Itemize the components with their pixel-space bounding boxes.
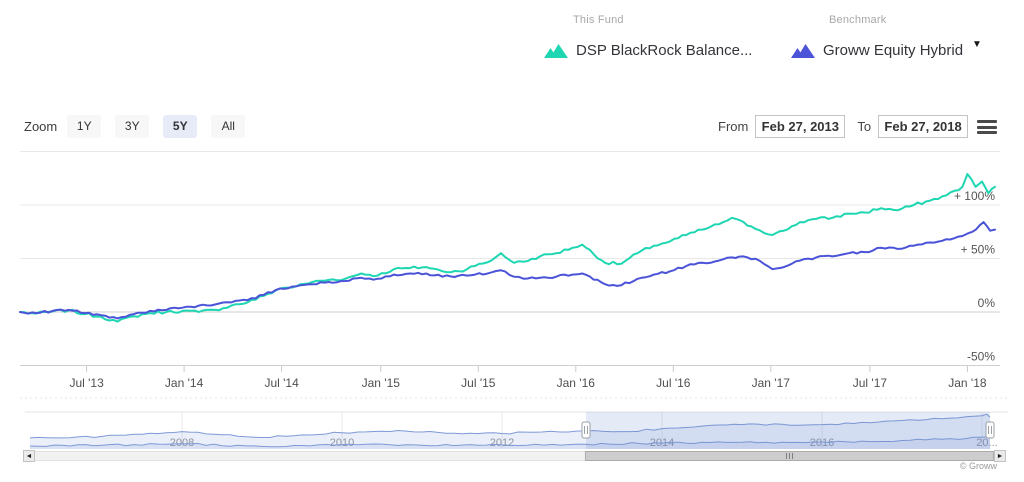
- x-axis-label: Jan '17: [752, 376, 791, 390]
- x-axis-label: Jan '14: [165, 376, 204, 390]
- benchmark-label: Benchmark: [829, 14, 887, 26]
- x-axis-label: Jan '18: [948, 376, 987, 390]
- y-axis-label: + 100%: [954, 189, 995, 203]
- scrollbar-grip-icon: [786, 453, 793, 459]
- x-axis-label: Jul '16: [656, 376, 691, 390]
- scrollbar-track[interactable]: [35, 451, 994, 461]
- from-label: From: [718, 119, 749, 134]
- scrollbar-thumb[interactable]: [585, 451, 994, 461]
- fund-series-line[interactable]: [19, 173, 996, 323]
- y-axis-label: -50%: [967, 350, 995, 364]
- zoom-button-3y[interactable]: 3Y: [115, 115, 150, 138]
- menu-icon[interactable]: [977, 120, 997, 134]
- x-axis-label: Jul '17: [853, 376, 888, 390]
- from-date-input[interactable]: [755, 115, 846, 138]
- benchmark-name: Groww Equity Hybrid: [823, 42, 964, 59]
- legend-this-fund-row: DSP BlackRock Balance...: [544, 42, 752, 59]
- mountain-icon-this-fund: [544, 44, 568, 58]
- zoom-button-all[interactable]: All: [211, 115, 246, 138]
- date-range-controls: From To: [718, 115, 980, 138]
- legend-this-fund: This Fund: [573, 14, 624, 26]
- x-axis-label: Jul '13: [69, 376, 104, 390]
- zoom-button-1y[interactable]: 1Y: [67, 115, 102, 138]
- this-fund-name: DSP BlackRock Balance...: [576, 42, 753, 59]
- scrollbar-left-arrow[interactable]: ◄: [23, 450, 35, 462]
- this-fund-label: This Fund: [573, 14, 624, 26]
- navigator-handle-right[interactable]: [985, 421, 995, 439]
- to-date-input[interactable]: [878, 115, 969, 138]
- navigator-year-label: 20...: [976, 437, 997, 449]
- benchmark-selector[interactable]: Groww Equity Hybrid: [791, 42, 963, 59]
- chevron-down-icon[interactable]: ▼: [972, 39, 982, 50]
- benchmark-history-line: [29, 436, 991, 448]
- x-axis-label: Jul '15: [461, 376, 496, 390]
- legend-benchmark: Benchmark: [829, 14, 886, 26]
- y-axis-label: + 50%: [961, 243, 996, 257]
- fund-history-line: [29, 413, 991, 439]
- mountain-icon-benchmark: [791, 44, 815, 58]
- navigator-year-label: 2010: [330, 437, 354, 449]
- scrollbar-right-arrow[interactable]: ►: [994, 450, 1006, 462]
- x-axis-label: Jan '15: [362, 376, 401, 390]
- zoom-toolbar: Zoom 1Y 3Y 5Y All: [24, 115, 259, 138]
- fund-history-area: [30, 414, 990, 449]
- navigator-year-label: 2008: [170, 437, 194, 449]
- y-axis-label: 0%: [978, 296, 996, 310]
- navigator-selected-range[interactable]: [586, 412, 990, 449]
- x-axis-label: Jan '16: [557, 376, 596, 390]
- zoom-button-5y[interactable]: 5Y: [163, 115, 198, 138]
- zoom-label: Zoom: [24, 119, 58, 134]
- right-arrow-icon: ►: [996, 452, 1004, 460]
- left-arrow-icon: ◄: [25, 452, 33, 460]
- navigator-year-label: 2016: [810, 437, 834, 449]
- to-label: To: [857, 119, 872, 134]
- x-axis-label: Jul '14: [264, 376, 299, 390]
- navigator-handle-left[interactable]: [581, 421, 591, 439]
- benchmark-series-line[interactable]: [19, 221, 996, 320]
- price-chart-plot[interactable]: + 100% + 50% 0% -50% Jul '13 Jan '14 Jul '14 Ja…: [0, 146, 1024, 406]
- benchmark-history-area: [30, 436, 990, 449]
- copyright-watermark: © Groww: [959, 461, 997, 471]
- navigator-year-label: 2012: [490, 437, 514, 449]
- navigator[interactable]: 2008201020122014201620...: [0, 410, 1024, 450]
